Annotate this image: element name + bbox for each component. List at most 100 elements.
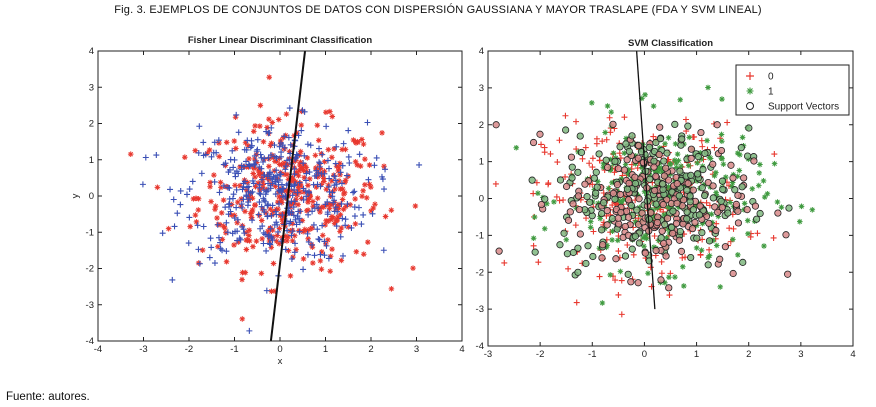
point-series-1 xyxy=(319,151,326,158)
point-series-1 xyxy=(200,152,207,159)
point-series-1 xyxy=(325,165,332,172)
point-series-0 xyxy=(288,200,294,207)
point-series-0 xyxy=(323,241,329,247)
point-series-support-vectors xyxy=(684,179,692,187)
point-series-support-vectors xyxy=(718,177,727,185)
point-series-0 xyxy=(253,238,260,244)
point-series-0 xyxy=(345,224,352,230)
point-series-0 xyxy=(212,203,219,210)
point-series-support-vectors xyxy=(609,189,617,197)
point-series-1 xyxy=(324,209,331,216)
point-series-1 xyxy=(280,185,287,192)
point-series-1 xyxy=(355,204,362,211)
point-series-support-vectors xyxy=(650,157,658,165)
point-series-1 xyxy=(609,228,616,235)
point-series-support-vectors xyxy=(663,214,672,222)
legend: 0 1 Support Vectors xyxy=(735,64,850,116)
point-series-0 xyxy=(318,150,325,157)
point-series-1 xyxy=(604,103,611,109)
point-series-0 xyxy=(276,161,283,168)
point-series-support-vectors xyxy=(583,193,591,201)
point-series-1 xyxy=(266,170,273,177)
point-series-1 xyxy=(739,134,746,141)
point-series-1 xyxy=(229,195,236,202)
point-series-1 xyxy=(304,141,311,148)
point-series-1 xyxy=(331,173,338,180)
point-series-1 xyxy=(247,144,254,151)
point-series-0 xyxy=(329,178,335,184)
point-series-0 xyxy=(541,149,548,156)
point-series-0 xyxy=(217,179,224,186)
point-series-0 xyxy=(316,206,322,212)
point-series-0 xyxy=(335,168,342,174)
x-tick-label: 4 xyxy=(459,344,464,355)
point-series-1 xyxy=(239,186,246,193)
point-series-0 xyxy=(325,146,332,153)
point-series-1 xyxy=(667,204,674,211)
point-series-support-vectors xyxy=(717,146,726,155)
point-series-support-vectors xyxy=(676,167,684,175)
point-series-1 xyxy=(139,181,146,188)
point-series-support-vectors xyxy=(729,174,737,182)
point-series-1 xyxy=(345,127,352,134)
point-series-0 xyxy=(285,247,292,254)
point-series-0 xyxy=(298,183,304,189)
point-series-1 xyxy=(282,166,289,173)
point-series-0 xyxy=(246,227,253,234)
point-series-0 xyxy=(338,225,345,231)
point-series-0 xyxy=(312,152,319,159)
point-series-1 xyxy=(293,221,300,228)
point-series-support-vectors xyxy=(576,132,584,140)
point-series-support-vectors xyxy=(624,196,633,204)
point-series-support-vectors xyxy=(612,255,620,263)
point-series-1 xyxy=(171,223,178,230)
point-series-1 xyxy=(640,235,646,241)
point-series-0 xyxy=(329,201,335,208)
point-series-0 xyxy=(318,249,325,255)
point-series-support-vectors xyxy=(653,218,661,227)
point-series-0 xyxy=(220,197,227,203)
point-series-1 xyxy=(305,188,312,195)
point-series-0 xyxy=(298,108,305,115)
point-series-0 xyxy=(322,222,329,228)
point-series-1 xyxy=(196,123,203,130)
point-series-0 xyxy=(726,225,733,232)
point-series-1 xyxy=(621,150,628,156)
point-series-1 xyxy=(719,138,725,144)
point-series-support-vectors xyxy=(621,222,629,231)
point-series-support-vectors xyxy=(656,135,665,143)
point-series-0 xyxy=(658,270,665,277)
point-series-0 xyxy=(275,206,281,212)
point-series-0 xyxy=(295,182,301,189)
point-series-support-vectors xyxy=(495,247,503,255)
point-series-1 xyxy=(211,178,218,185)
point-series-support-vectors xyxy=(628,132,636,140)
point-series-0 xyxy=(337,171,343,178)
y-tick-label: 3 xyxy=(89,82,94,93)
point-series-0 xyxy=(301,189,307,195)
point-series-1 xyxy=(256,190,263,197)
point-series-1 xyxy=(195,149,202,156)
point-series-1 xyxy=(220,182,227,189)
point-series-1 xyxy=(326,188,333,195)
point-series-0 xyxy=(267,206,274,212)
point-series-1 xyxy=(186,214,193,221)
point-series-0 xyxy=(235,239,242,245)
point-series-0 xyxy=(237,164,243,170)
point-series-support-vectors xyxy=(691,218,699,227)
point-series-1 xyxy=(310,181,317,188)
point-series-0 xyxy=(615,248,622,255)
point-series-1 xyxy=(705,254,711,261)
point-series-support-vectors xyxy=(669,229,677,237)
point-series-1 xyxy=(685,162,692,169)
point-series-1 xyxy=(243,158,250,165)
point-series-0 xyxy=(281,210,287,217)
point-series-0 xyxy=(573,118,580,125)
point-series-0 xyxy=(326,205,333,212)
point-series-1 xyxy=(351,213,358,220)
point-series-1 xyxy=(676,204,682,211)
point-series-1 xyxy=(350,189,357,196)
point-series-0 xyxy=(211,172,217,178)
x-axis-label: x xyxy=(278,356,283,367)
point-series-1 xyxy=(200,139,207,146)
